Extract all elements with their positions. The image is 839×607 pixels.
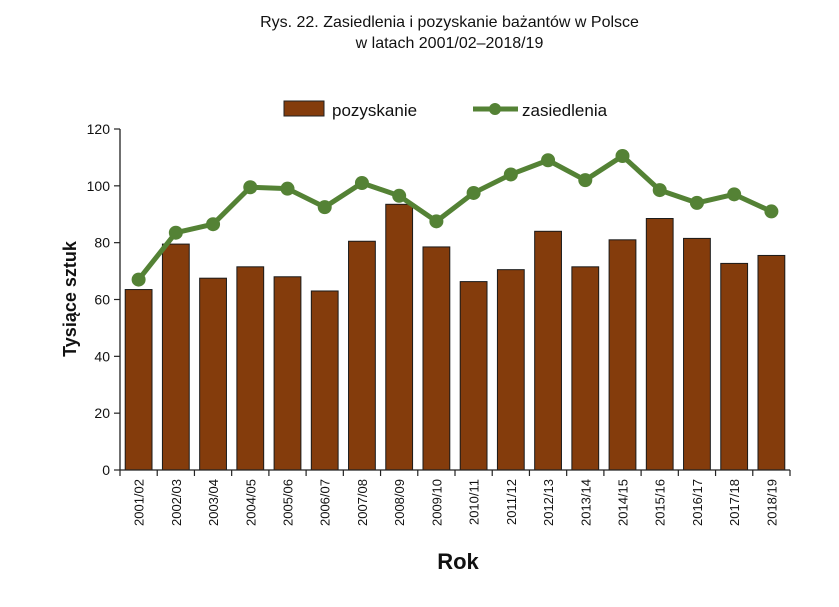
bar-2008-09 — [385, 203, 414, 471]
x-tick-label: 2009/10 — [429, 479, 444, 526]
chart-legend: pozyskanie zasiedlenia — [283, 100, 608, 120]
x-axis-title: Rok — [437, 549, 479, 574]
point-zasiedlenia-2010-11 — [466, 185, 481, 200]
x-tick-label: 2002/03 — [169, 479, 184, 526]
x-tick-label: 2007/08 — [355, 479, 370, 526]
point-zasiedlenia-2004-05 — [243, 180, 258, 195]
point-zasiedlenia-2016-17 — [689, 195, 704, 210]
chart-subtitle: w latach 2001/02–2018/19 — [355, 35, 544, 52]
bar-2007-08 — [348, 240, 376, 471]
bar-2006-07 — [310, 290, 339, 471]
x-tick-label: 2008/09 — [392, 479, 407, 526]
bar-2005-06 — [273, 276, 302, 471]
x-tick-label: 2001/02 — [132, 479, 147, 526]
bar-2009-10 — [422, 246, 451, 471]
point-zasiedlenia-2011-12 — [503, 167, 518, 182]
x-tick-label: 2013/14 — [578, 479, 593, 526]
point-zasiedlenia-2017-18 — [727, 187, 742, 202]
x-tick-label: 2011/12 — [504, 479, 519, 525]
x-tick-label: 2010/11 — [467, 479, 482, 525]
bar-2003-04 — [199, 277, 227, 471]
point-zasiedlenia-2008-09 — [392, 188, 407, 203]
y-tick-label: 80 — [94, 235, 110, 251]
x-tick-label: 2003/04 — [206, 479, 221, 526]
line-zasiedlenia — [136, 153, 773, 282]
bar-2012-13 — [534, 230, 562, 471]
x-tick-label: 2004/05 — [243, 479, 258, 526]
x-tick-label: 2015/16 — [653, 479, 668, 526]
point-zasiedlenia-2012-13 — [541, 153, 556, 168]
bar-2004-05 — [236, 266, 265, 471]
bar-2013-14 — [571, 266, 600, 471]
chart-title-block: Rys. 22. Zasiedlenia i pozyskanie bażant… — [0, 12, 839, 54]
x-tick-label: 2016/17 — [690, 479, 705, 526]
point-zasiedlenia-2013-14 — [578, 173, 593, 188]
y-axis-title: Tysiące sztuk — [60, 240, 80, 357]
x-tick-label: 2012/13 — [541, 479, 556, 526]
point-zasiedlenia-2005-06 — [280, 181, 295, 196]
y-tick-label: 120 — [87, 121, 111, 137]
line-series-zasiedlenia — [131, 149, 779, 287]
x-tick-label: 2017/18 — [727, 479, 742, 526]
bar-2018-19 — [757, 254, 786, 471]
x-tick-label: 2006/07 — [318, 479, 333, 526]
bar-series-pozyskanie — [124, 203, 786, 471]
x-tick-label: 2014/15 — [616, 479, 631, 526]
point-zasiedlenia-2006-07 — [317, 200, 332, 215]
point-zasiedlenia-2007-08 — [354, 175, 369, 190]
legend-marker-zasiedlenia — [489, 103, 501, 115]
bar-2010-11 — [459, 281, 488, 471]
bar-2002-03 — [161, 243, 190, 471]
legend-label-zasiedlenia: zasiedlenia — [522, 101, 608, 120]
point-zasiedlenia-2009-10 — [429, 214, 444, 229]
legend-swatch-pozyskanie — [283, 100, 325, 117]
point-zasiedlenia-2001-02 — [131, 272, 146, 287]
y-axis-ticks: 0 20 40 60 80 100 120 — [87, 121, 120, 478]
bar-2016-17 — [683, 237, 711, 471]
legend-label-pozyskanie: pozyskanie — [332, 101, 417, 120]
bar-2017-18 — [720, 262, 749, 471]
bar-2014-15 — [608, 239, 637, 471]
x-tick-label: 2005/06 — [281, 479, 296, 526]
y-tick-label: 100 — [87, 178, 111, 194]
point-zasiedlenia-2015-16 — [652, 183, 667, 198]
x-axis-ticks: 2001/02 2002/03 2003/04 2004/05 2005/06 2006/… — [119, 470, 791, 526]
x-tick-label: 2018/19 — [764, 479, 779, 526]
bar-2001-02 — [124, 289, 153, 471]
y-tick-label: 0 — [102, 462, 110, 478]
chart-title: Rys. 22. Zasiedlenia i pozyskanie bażant… — [260, 14, 639, 31]
point-zasiedlenia-2003-04 — [206, 217, 221, 232]
point-zasiedlenia-2002-03 — [168, 225, 183, 240]
bar-2015-16 — [645, 218, 674, 471]
point-zasiedlenia-2018-19 — [764, 204, 779, 219]
y-tick-label: 40 — [94, 348, 110, 364]
point-zasiedlenia-2014-15 — [615, 149, 630, 163]
y-tick-label: 20 — [94, 405, 110, 421]
y-tick-label: 60 — [94, 292, 110, 308]
bar-2011-12 — [496, 269, 525, 471]
